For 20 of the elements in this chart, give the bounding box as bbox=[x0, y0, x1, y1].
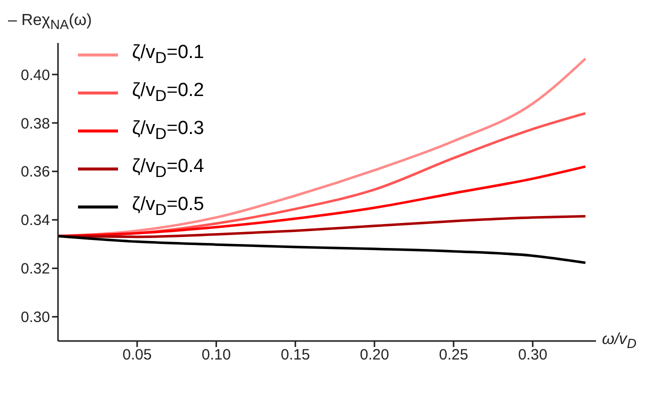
y-tick-label: 0.32 bbox=[20, 260, 50, 278]
y-tick-label: 0.34 bbox=[20, 212, 50, 230]
y-tick-label: 0.36 bbox=[20, 164, 50, 181]
legend-label: ζ/v$_{D}$=0.5 bbox=[132, 194, 204, 220]
x-axis-title: ω/v$_{D}$ bbox=[602, 331, 637, 352]
y-tick-label: 0.38 bbox=[20, 115, 50, 132]
y-tick-label: 0.40 bbox=[20, 66, 50, 84]
legend-label: ζ/v$_{D}$=0.3 bbox=[132, 118, 204, 144]
x-tick-label: 0.25 bbox=[438, 346, 468, 364]
x-tick-label: 0.30 bbox=[518, 346, 548, 364]
legend-label: ζ/v$_{D}$=0.2 bbox=[132, 80, 204, 106]
y-axis-title: – Reχ$_{NA}$(ω) bbox=[8, 12, 92, 32]
x-tick-label: 0.20 bbox=[360, 346, 390, 364]
x-tick-label: 0.05 bbox=[122, 346, 152, 364]
x-tick-label: 0.10 bbox=[202, 346, 231, 364]
y-tick-label: 0.30 bbox=[20, 309, 50, 326]
legend-label: ζ/v$_{D}$=0.1 bbox=[132, 42, 204, 68]
x-tick-label: 0.15 bbox=[280, 346, 310, 364]
legend-label: ζ/v$_{D}$=0.4 bbox=[132, 156, 204, 182]
line-series bbox=[58, 234, 587, 264]
